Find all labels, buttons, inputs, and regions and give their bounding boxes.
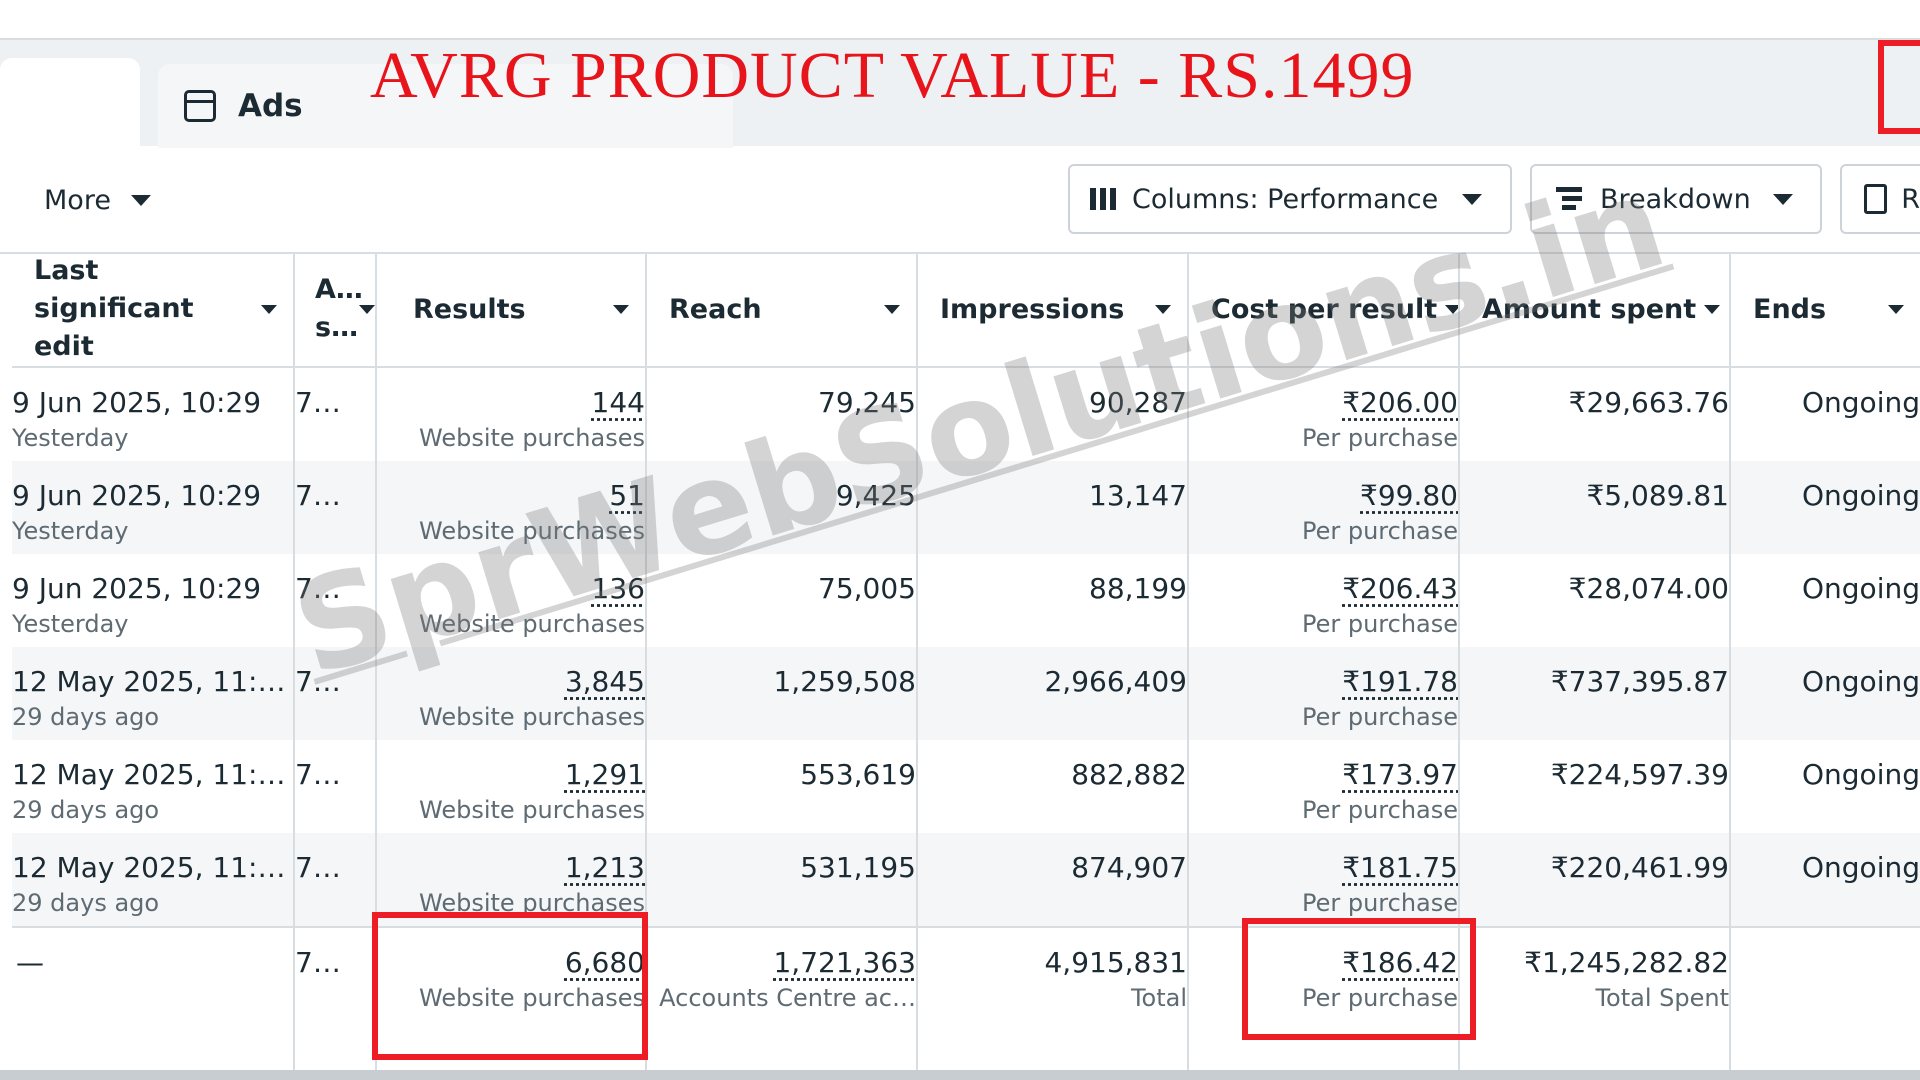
highlight-box-results: [372, 912, 648, 1060]
cost-link[interactable]: ₹206.00: [1342, 386, 1458, 419]
ads-icon: [184, 90, 216, 122]
top-strip: [0, 0, 1920, 40]
cost-link[interactable]: ₹206.43: [1342, 572, 1458, 605]
col-last-significant-edit[interactable]: Last significant edit: [12, 252, 295, 368]
highlight-box-cost: [1242, 918, 1476, 1040]
col-reach[interactable]: Reach: [646, 252, 918, 368]
breakdown-label: Breakdown: [1600, 183, 1751, 215]
results-link[interactable]: 136: [591, 572, 645, 605]
sort-icon: [613, 304, 629, 314]
table-row[interactable]: 12 May 2025, 11:… 29 days ago 7… 1,291 Web…: [12, 740, 1920, 833]
col-ends[interactable]: Ends: [1730, 252, 1920, 368]
breakdown-button[interactable]: Breakdown: [1530, 164, 1822, 234]
columns-icon: [1090, 188, 1116, 210]
col-amount-spent[interactable]: Amount spent: [1459, 252, 1731, 368]
results-link[interactable]: 1,291: [564, 758, 645, 791]
total-cost-link[interactable]: ₹186.42: [1342, 946, 1458, 979]
tab-previous[interactable]: [0, 58, 140, 148]
reports-icon: [1864, 184, 1888, 214]
columns-label: Columns: Performance: [1132, 183, 1439, 215]
breakdown-icon: [1556, 187, 1582, 211]
table-row[interactable]: 12 May 2025, 11:… 29 days ago 7… 1,213 Web…: [12, 833, 1920, 927]
col-impressions[interactable]: Impressions: [917, 252, 1189, 368]
table-row[interactable]: 9 Jun 2025, 10:29 Yesterday 7… 51 Website …: [12, 461, 1920, 554]
more-label: More: [44, 184, 111, 216]
cost-link[interactable]: ₹99.80: [1360, 479, 1458, 512]
results-link[interactable]: 1,213: [564, 851, 645, 884]
table-row[interactable]: 9 Jun 2025, 10:29 Yesterday 7… 144 Website…: [12, 367, 1920, 461]
table-row[interactable]: 12 May 2025, 11:… 29 days ago 7… 3,845 Web…: [12, 647, 1920, 740]
reports-button[interactable]: R: [1840, 164, 1920, 234]
highlight-box-corner: [1878, 40, 1920, 134]
sort-icon: [884, 304, 900, 314]
cost-link[interactable]: ₹173.97: [1342, 758, 1458, 791]
total-reach-link[interactable]: 1,721,363: [773, 946, 916, 979]
cost-link[interactable]: ₹191.78: [1342, 665, 1458, 698]
sort-icon: [261, 304, 277, 314]
scrollbar-track[interactable]: [0, 1070, 1920, 1080]
columns-button[interactable]: Columns: Performance: [1068, 164, 1512, 234]
total-results-link[interactable]: 6,680: [564, 946, 645, 979]
results-link[interactable]: 144: [591, 386, 645, 419]
chevron-down-icon: [1462, 193, 1483, 205]
reports-label: R: [1901, 183, 1920, 215]
sort-icon: [1704, 304, 1721, 314]
table-row[interactable]: 9 Jun 2025, 10:29 Yesterday 7… 136 Website…: [12, 554, 1920, 647]
more-button[interactable]: More: [44, 178, 151, 222]
tab-ads[interactable]: Ads: [158, 64, 733, 148]
chevron-down-icon: [130, 194, 151, 206]
cost-link[interactable]: ₹181.75: [1342, 851, 1458, 884]
sort-icon: [1888, 304, 1904, 314]
sort-icon: [1155, 304, 1171, 314]
table-header: Last significant edit A… s… Results Reac…: [12, 252, 1920, 368]
results-link[interactable]: 3,845: [564, 665, 645, 698]
col-results[interactable]: Results: [376, 252, 647, 368]
results-link[interactable]: 51: [609, 479, 645, 512]
tab-ads-label: Ads: [238, 88, 303, 124]
ads-table: Last significant edit A… s… Results Reac…: [12, 252, 1920, 1078]
chevron-down-icon: [1772, 193, 1793, 205]
col-a[interactable]: A… s…: [294, 252, 377, 368]
annotation-text: AVRG PRODUCT VALUE - RS.1499: [370, 39, 1415, 112]
col-cost-per-result[interactable]: Cost per result: [1188, 252, 1460, 368]
sort-icon: [1445, 304, 1457, 314]
sort-icon: [359, 304, 374, 314]
table-totals-row: — 7… 6,680 Website purchases 1,721,363 Acc…: [12, 926, 1920, 1078]
